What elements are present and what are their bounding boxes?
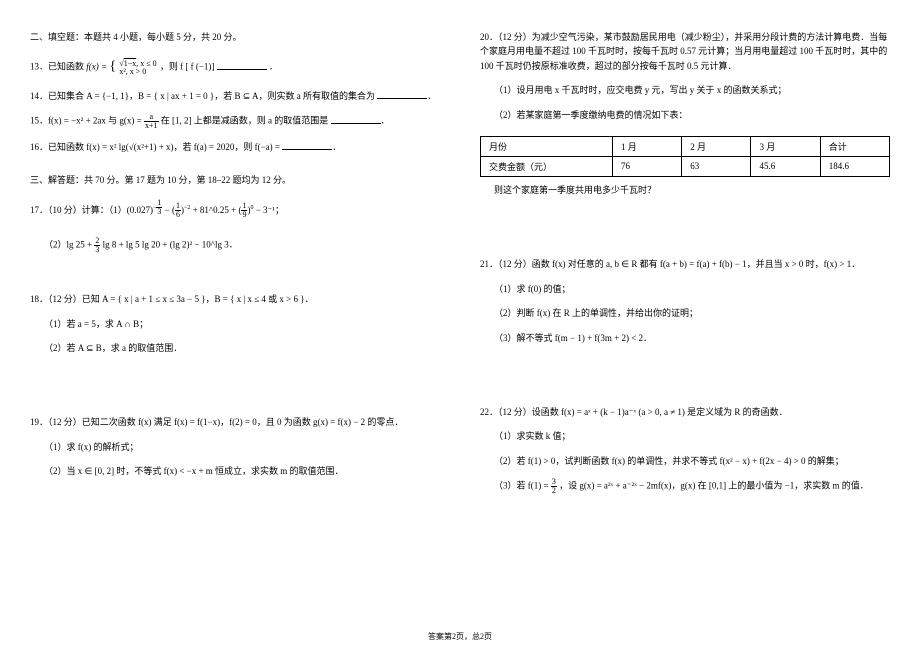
q22-1: （1）求实数 k 值； (480, 429, 890, 443)
td-c4: 184.6 (820, 156, 889, 176)
q15-text-b: 在 [1, 2] 上都是减函数，则 a 的取值范围是 (161, 116, 329, 126)
th-month: 月份 (481, 136, 613, 156)
q22-3: （3）若 f(1) = 32 ，设 g(x) = a²ˣ + a⁻²ˣ − 2m… (480, 478, 890, 495)
frac-23: 23 (94, 237, 100, 254)
q22-2: （2）若 f(1) > 0，试判断函数 f(x) 的单调性，并求不等式 f(x²… (480, 454, 890, 468)
q13: 13．已知函数 f(x) = { √1−x, x ≤ 0 x², x > 0 ，… (30, 56, 440, 78)
th-total: 合计 (820, 136, 889, 156)
table-row: 月份 1 月 2 月 3 月 合计 (481, 136, 890, 156)
section-3-title: 三、解答题：共 70 分。第 17 题为 10 分，第 18–22 题均为 12… (30, 173, 440, 187)
blank-16 (282, 140, 332, 150)
brace-icon: { (109, 59, 116, 74)
q16: 16．已知函数 f(x) = x² lg(√(x²+1) + x)，若 f(a)… (30, 140, 440, 154)
q17-text-a: 17．（10 分）计算：（1）(0.027) (30, 205, 153, 215)
q13-text-c: ． (269, 62, 278, 72)
q17-2b: lg 8 + lg 5 lg 20 + (lg 2)² − 10^lg 3． (103, 240, 238, 250)
q18-2: （2）若 A ⊆ B，求 a 的取值范围． (30, 341, 440, 355)
q22-3b: ，设 g(x) = a²ˣ + a⁻²ˣ − 2mf(x)，g(x) 在 [0,… (559, 481, 869, 491)
paren: (16) (172, 205, 184, 215)
th-m3: 3 月 (751, 136, 820, 156)
blank-13 (217, 60, 267, 70)
q22: 22．（12 分）设函数 f(x) = aˣ + (k − 1)a⁻ˣ (a >… (480, 405, 890, 419)
td-c1: 76 (612, 156, 681, 176)
q17-2a: （2）lg 25 + (44, 240, 94, 250)
q15-text-a: 15．f(x) = −x² + 2ax 与 g(x) = (30, 116, 144, 126)
q14: 14．已知集合 A = {−1, 1}，B = { x | ax + 1 = 0… (30, 89, 440, 103)
q17-2: （2）lg 25 + 23 lg 8 + lg 5 lg 20 + (lg 2)… (30, 237, 440, 254)
q20-2: （2）若某家庭第一季度缴纳电费的情况如下表： (480, 108, 890, 122)
q21-1: （1）求 f(0) 的值； (480, 282, 890, 296)
th-m1: 1 月 (612, 136, 681, 156)
page-container: 二、填空题：本题共 4 小题，每小题 5 分，共 20 分。 13．已知函数 f… (0, 0, 920, 620)
th-m2: 2 月 (682, 136, 751, 156)
q14-text: 14．已知集合 A = {−1, 1}，B = { x | ax + 1 = 0… (30, 91, 375, 101)
q20: 20．（12 分）为减少空气污染，某市鼓励居民用电（减少粉尘），并采用分段计费的… (480, 30, 890, 73)
fee-table: 月份 1 月 2 月 3 月 合计 交费金额（元） 76 63 45.6 184… (480, 136, 890, 177)
blank-14 (377, 89, 427, 99)
right-column: 20．（12 分）为减少空气污染，某市鼓励居民用电（减少粉尘），并采用分段计费的… (480, 30, 890, 600)
frac-15: ax+1 (144, 113, 159, 130)
q19-1: （1）求 f(x) 的解析式； (30, 440, 440, 454)
page-footer: 答案第2页，总2页 (0, 631, 920, 642)
q17-text-c: − 3⁻¹； (256, 205, 284, 215)
left-column: 二、填空题：本题共 4 小题，每小题 5 分，共 20 分。 13．已知函数 f… (30, 30, 440, 600)
q18-1: （1）若 a = 5，求 A ∩ B； (30, 317, 440, 331)
q15: 15．f(x) = −x² + 2ax 与 g(x) = ax+1 在 [1, … (30, 113, 440, 130)
q13-formula: f(x) = (86, 62, 109, 72)
q20-1: （1）设月用电 x 千瓦时时，应交电费 y 元，写出 y 关于 x 的函数关系式… (480, 83, 890, 97)
blank-15 (331, 114, 381, 124)
q17: 17．（10 分）计算：（1）(0.027)−13 − (16)−2 + 81^… (30, 199, 440, 219)
piecewise: √1−x, x ≤ 0 x², x > 0 (118, 60, 157, 76)
paren2: (19) (238, 205, 250, 215)
q13-text-a: 13．已知函数 (30, 62, 86, 72)
q21-2: （2）判断 f(x) 在 R 上的单调性，并给出你的证明； (480, 306, 890, 320)
q19-2: （2）当 x ∈ [0, 2] 时，不等式 f(x) < −x + m 恒成立，… (30, 464, 440, 478)
section-2-title: 二、填空题：本题共 4 小题，每小题 5 分，共 20 分。 (30, 30, 440, 44)
frac-32: 32 (551, 478, 557, 495)
td-label: 交费金额（元） (481, 156, 613, 176)
q13-text-b: ，则 f [ f (−1)] (160, 62, 217, 72)
q20-q: 则这个家庭第一季度共用电多少千瓦时？ (480, 183, 890, 197)
q19: 19．（12 分）已知二次函数 f(x) 满足 f(x) = f(1−x)，f(… (30, 415, 440, 429)
td-c2: 63 (682, 156, 751, 176)
q21-3: （3）解不等式 f(m − 1) + f(3m + 2) < 2． (480, 331, 890, 345)
q22-3a: （3）若 f(1) = (494, 481, 551, 491)
table-row: 交费金额（元） 76 63 45.6 184.6 (481, 156, 890, 176)
q18: 18．（12 分）已知 A = { x | a + 1 ≤ x ≤ 3a − 5… (30, 292, 440, 306)
q17-text-b: + 81^0.25 + (193, 205, 239, 215)
td-c3: 45.6 (751, 156, 820, 176)
q16-text: 16．已知函数 f(x) = x² lg(√(x²+1) + x)，若 f(a)… (30, 142, 282, 152)
q21: 21．（12 分）函数 f(x) 对任意的 a, b ∈ R 都有 f(a + … (480, 257, 890, 271)
